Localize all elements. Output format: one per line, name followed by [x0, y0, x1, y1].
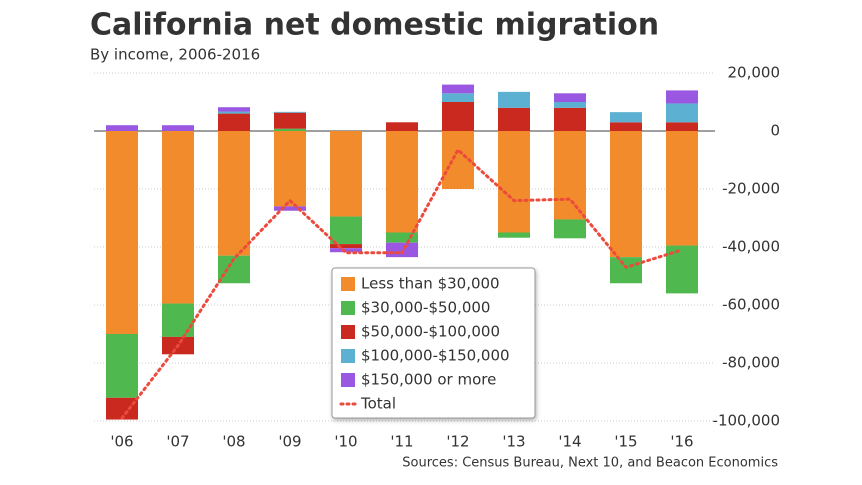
legend-swatch — [341, 373, 355, 387]
bar-segment — [274, 112, 306, 129]
bar-segment — [610, 131, 642, 258]
chart-subtitle: By income, 2006-2016 — [90, 46, 260, 64]
bar-segment — [498, 232, 530, 238]
x-tick-label: '13 — [502, 433, 525, 451]
legend-label: Total — [360, 395, 396, 413]
bar-segment — [442, 93, 474, 102]
x-tick-label: '09 — [278, 433, 301, 451]
bar-segment — [106, 397, 138, 420]
bar-segment — [498, 107, 530, 131]
x-tick-label: '16 — [670, 433, 693, 451]
x-tick-label: '10 — [334, 433, 357, 451]
legend: Less than $30,000 $30,000-$50,000 $50,000-… — [331, 267, 536, 419]
bar-segment — [386, 122, 418, 131]
bar-segment — [330, 244, 362, 249]
x-tick-label: '08 — [222, 433, 245, 451]
bar-segment — [554, 107, 586, 131]
bar-segment — [106, 334, 138, 398]
bar-segment — [610, 112, 642, 123]
y-tick-label: 20,000 — [728, 64, 781, 82]
grid: 20,000 0 -20,000 -40,000 -60,000 -80,000 -100,… — [94, 64, 780, 451]
bar-segment — [386, 131, 418, 233]
bar-segment — [666, 103, 698, 123]
x-tick-label: '14 — [558, 433, 581, 451]
y-tick-label: -100,000 — [713, 412, 780, 430]
bar-segment — [162, 131, 194, 304]
total-line — [120, 147, 684, 420]
x-tick-label: '06 — [110, 433, 133, 451]
bar-segment — [666, 90, 698, 104]
bar-segment — [218, 111, 250, 114]
legend-box — [331, 267, 536, 419]
bar-segment — [106, 125, 138, 131]
bar-segment — [554, 93, 586, 102]
legend-swatch — [341, 301, 355, 315]
source-note: Sources: Census Bureau, Next 10, and Bea… — [402, 456, 778, 471]
bar-segment — [162, 303, 194, 337]
bar-segment — [162, 125, 194, 131]
bar-segment — [554, 102, 586, 108]
bar-segment — [554, 219, 586, 239]
y-tick-label: -20,000 — [722, 180, 780, 198]
chart-title: California net domestic migration — [90, 8, 659, 43]
bar-segment — [666, 122, 698, 131]
bar-segment — [610, 122, 642, 131]
bar-segment — [386, 232, 418, 243]
legend-label: $100,000-$150,000 — [361, 347, 510, 365]
legend-swatch — [341, 349, 355, 363]
bar-segment — [274, 206, 306, 211]
bar-segment — [274, 111, 306, 113]
bar-segment — [330, 248, 362, 253]
bar-segment — [610, 257, 642, 284]
x-tick-label: '12 — [446, 433, 469, 451]
x-tick-label: '11 — [390, 433, 413, 451]
y-tick-label: -80,000 — [722, 354, 780, 372]
bar-segment — [330, 216, 362, 245]
bar-segment — [218, 107, 250, 112]
legend-label: $150,000 or more — [361, 371, 496, 389]
y-tick-label: 0 — [770, 122, 780, 140]
bar-segment — [106, 131, 138, 334]
legend-label: $30,000-$50,000 — [361, 299, 490, 317]
bar-segment — [442, 84, 474, 94]
legend-label: $50,000-$100,000 — [361, 323, 500, 341]
bar-segment — [386, 242, 418, 258]
bar-segment — [498, 91, 530, 108]
bar-segment — [274, 128, 306, 131]
bar-segment — [218, 113, 250, 131]
y-tick-label: -40,000 — [722, 238, 780, 256]
bar-segment — [442, 102, 474, 131]
bar-segment — [498, 131, 530, 233]
legend-swatch — [341, 277, 355, 291]
legend-label: Less than $30,000 — [361, 275, 500, 293]
bar-segment — [330, 131, 362, 217]
x-tick-label: '15 — [614, 433, 637, 451]
x-tick-label: '07 — [166, 433, 189, 451]
bar-segment — [554, 131, 586, 220]
y-tick-label: -60,000 — [722, 296, 780, 314]
bar-segment — [274, 131, 306, 207]
bar-segment — [666, 131, 698, 246]
legend-swatch — [341, 325, 355, 339]
bar-segment — [218, 131, 250, 256]
